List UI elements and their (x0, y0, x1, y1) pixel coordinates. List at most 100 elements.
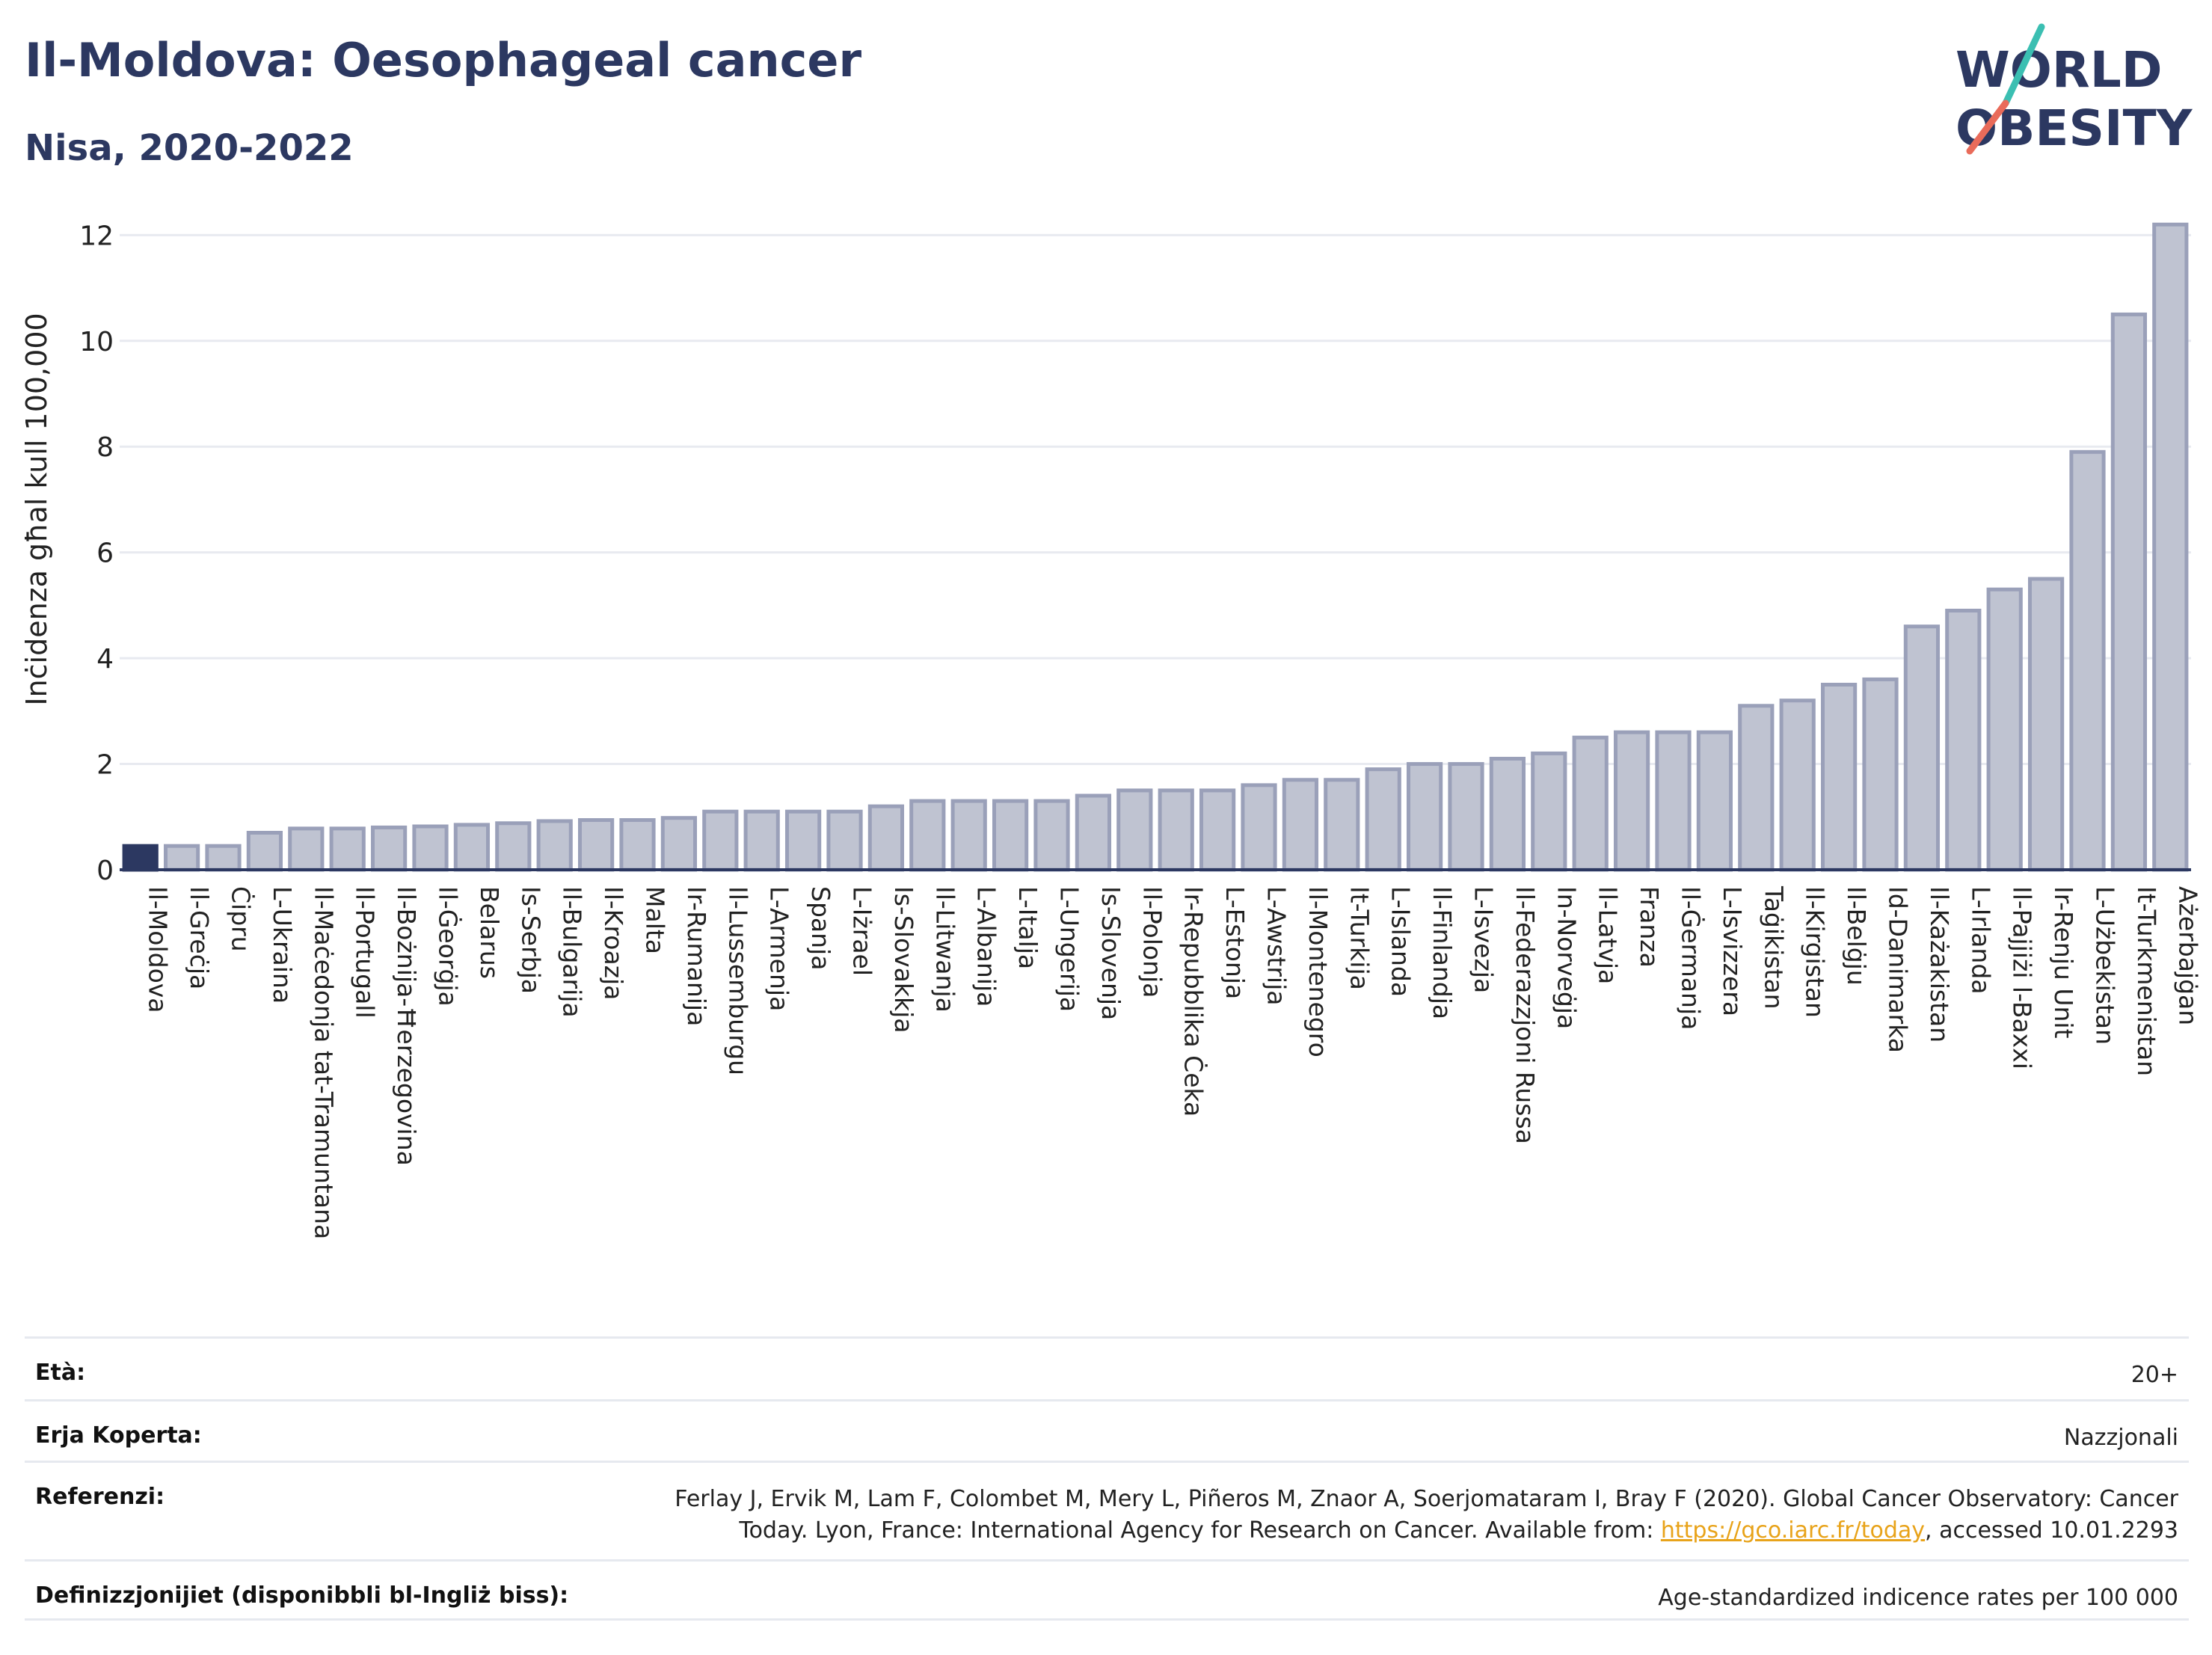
bar (2069, 449, 2106, 872)
y-tick-label: 4 (96, 644, 114, 675)
bar (1572, 735, 1609, 872)
x-tick-label: Franza (1635, 886, 1664, 968)
world-obesity-logo: WORLD OBESITY (1956, 23, 2193, 157)
bar (495, 821, 532, 872)
x-tick-label: L-Isvizzera (1718, 886, 1747, 1016)
x-tick-label: In-Norveġja (1552, 886, 1581, 1029)
bar (826, 809, 863, 872)
bar (163, 844, 200, 872)
coverage-label: Erja Koperta: (35, 1422, 202, 1449)
x-tick-label: L-Użbekistan (2091, 886, 2120, 1045)
bar (702, 809, 739, 872)
bar (1738, 704, 1775, 872)
info-row-references: Referenzi: Ferlay J, Ervik M, Lam F, Col… (25, 1461, 2189, 1559)
x-tick-label: Il-Bożnija-Ħerzegovina (392, 886, 421, 1166)
bar (453, 823, 491, 872)
x-tick-label: L-Isvezja (1469, 886, 1499, 993)
bar (784, 809, 822, 872)
bar (2027, 577, 2065, 872)
y-tick-label: 2 (96, 750, 114, 781)
chart-subtitle: Nisa, 2020-2022 (25, 127, 354, 169)
info-row-age: Età: 20+ (25, 1336, 2189, 1399)
x-tick-label: Il-Każakistan (1925, 886, 1954, 1043)
bar (1613, 730, 1650, 872)
definitions-value: Age-standardized indicence rates per 100… (1658, 1585, 2178, 1611)
x-tick-label: Il-Kirgistan (1801, 886, 1830, 1018)
logo-line1: WORLD (1956, 41, 2163, 99)
y-tick-label: 6 (96, 538, 114, 569)
bar (1365, 767, 1401, 872)
x-tick-label: Il-Ġeorġja (434, 886, 464, 1007)
x-tick-label: Taġikistan (1759, 885, 1788, 1010)
info-row-coverage: Erja Koperta: Nazzjonali (25, 1399, 2189, 1461)
x-tick-label: Is-Slovenja (1096, 886, 1125, 1020)
bar (1820, 682, 1858, 872)
x-tick-label: Il-Maċedonja tat-Tramuntana (309, 886, 338, 1239)
references-link[interactable]: https://gco.iarc.fr/today (1660, 1517, 1926, 1544)
bar (577, 818, 615, 872)
x-tick-label: Is-Slovakkja (889, 886, 918, 1034)
x-tick-label: Il-Ġermanja (1677, 886, 1706, 1030)
bar (246, 830, 283, 872)
references-line2-pre: Today. Lyon, France: International Agenc… (739, 1517, 1661, 1544)
x-tick-label: Il-Belġju (1842, 886, 1871, 986)
age-label: Età: (35, 1360, 86, 1386)
x-tick-label: L-Estonja (1220, 886, 1250, 999)
bar (412, 824, 449, 872)
bar (1779, 698, 1816, 872)
x-tick-label: Belarus (475, 886, 504, 979)
y-tick-label: 12 (79, 221, 114, 251)
info-table: Età: 20+ Erja Koperta: Nazzjonali Refere… (25, 1336, 2189, 1621)
bar (1282, 778, 1319, 872)
bar-chart: 0 2 4 6 8 10 12 Il-Moldova Il-Greċja Ċipru L-Ukra… (20, 221, 2203, 1239)
x-tick-label: L-Armenja (765, 886, 794, 1011)
bar (909, 799, 946, 872)
x-tick-label: Ir-Renju Unit (2049, 886, 2078, 1039)
x-tick-label: Is-Serbja (516, 886, 545, 994)
x-tick-label: L-Irlanda (1966, 886, 1995, 995)
y-tick-label: 10 (79, 327, 114, 357)
x-tick-label: Ir-Repubblika Ċeka (1179, 886, 1209, 1117)
x-tick-label: L-Awstrija (1262, 886, 1291, 1005)
bar (1696, 730, 1733, 872)
bar (660, 816, 698, 872)
bar (1448, 762, 1484, 872)
x-tick-label: Il-Federazzjoni Russa (1511, 886, 1540, 1144)
x-tick-label: Il-Greċja (185, 886, 214, 989)
x-tick-label: Spanja (806, 886, 835, 970)
x-tick-label: Id-Danimarka (1884, 886, 1913, 1053)
definitions-label: Definizzjonijiet (disponibbli bl-Ingliż … (35, 1582, 569, 1609)
x-tick-label: L-Albanija (972, 886, 1001, 1007)
x-tick-label: Il-Polonja (1137, 886, 1167, 998)
references-value: Ferlay J, Ervik M, Lam F, Colombet M, Me… (675, 1484, 2178, 1547)
x-tick-labels: Il-Moldova Il-Greċja Ċipru L-Ukraina Il-Maċe… (144, 885, 2203, 1239)
x-tick-label: Il-Lussemburgu (723, 886, 752, 1075)
y-tick-label: 8 (96, 432, 114, 463)
age-value: 20+ (2130, 1362, 2178, 1388)
references-label: Referenzi: (35, 1484, 165, 1510)
y-tick-labels: 0 2 4 6 8 10 12 (79, 221, 114, 886)
bar (1241, 783, 1277, 872)
x-tick-label: Il-Latvja (1594, 886, 1623, 984)
x-tick-label: Il-Montenegro (1303, 886, 1333, 1057)
x-tick-label: Ażerbajġan (2173, 886, 2202, 1025)
bar (1324, 778, 1360, 872)
bar (2110, 312, 2148, 872)
bar (1199, 788, 1236, 872)
info-row-definitions: Definizzjonijiet (disponibbli bl-Ingliż … (25, 1559, 2189, 1621)
x-tick-label: Il-Litwanja (930, 886, 959, 1013)
references-line2-post: , accessed 10.01.2293 (1925, 1517, 2178, 1544)
bar (1116, 788, 1153, 872)
bar (1903, 624, 1941, 872)
bar (619, 818, 656, 872)
bar (1075, 793, 1112, 872)
bar (1986, 587, 2023, 872)
bar (122, 844, 159, 872)
logo-line2: OBESITY (1956, 99, 2193, 157)
coverage-value: Nazzjonali (2063, 1425, 2178, 1451)
bar (329, 826, 366, 872)
bar (1406, 762, 1443, 872)
bar (1862, 677, 1899, 872)
bar (1655, 730, 1692, 872)
x-tick-label: Il-Portugall (351, 886, 380, 1019)
